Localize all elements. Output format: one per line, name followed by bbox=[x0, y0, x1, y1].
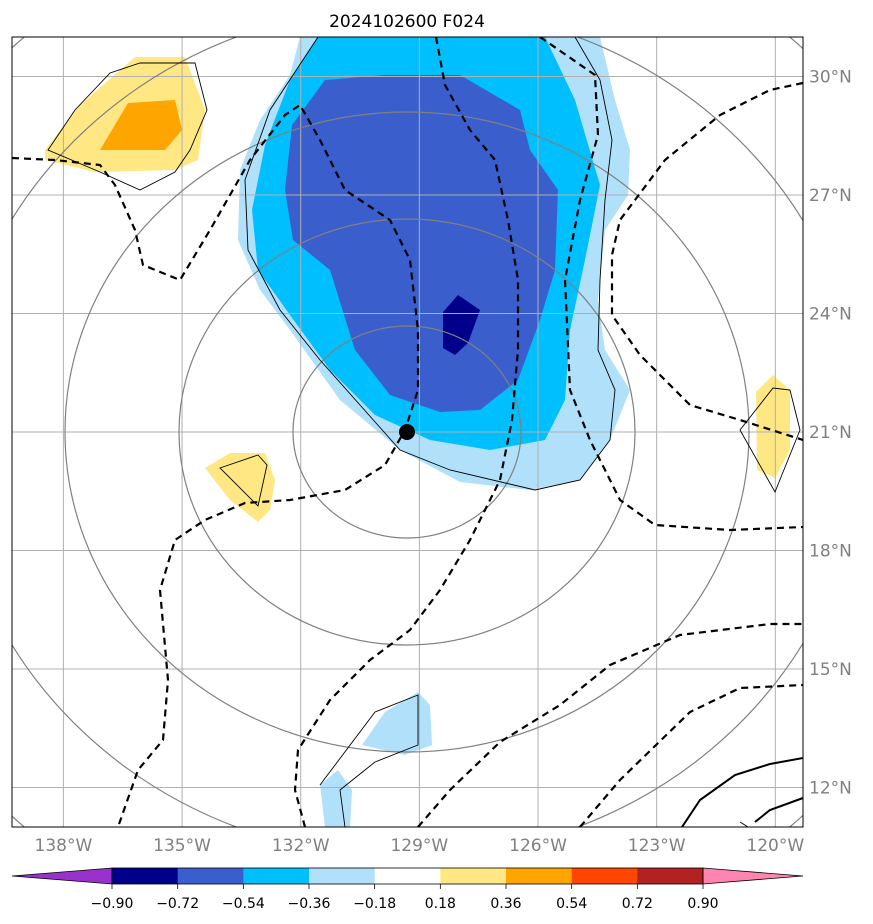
contour-thin-nw bbox=[47, 62, 208, 191]
lon-tick-label: 132°W bbox=[272, 836, 330, 856]
map-frame bbox=[11, 36, 804, 828]
lat-tick-label: 21°N bbox=[809, 423, 852, 443]
contour-dashed-east bbox=[610, 81, 803, 442]
colorbar-tick-label: −0.36 bbox=[288, 896, 331, 912]
colorbar-tick-label: 0.72 bbox=[622, 896, 653, 912]
colorbar-swatch bbox=[112, 868, 179, 884]
latitude-labels: 30°N 27°N 24°N 21°N 18°N 15°N 12°N bbox=[809, 68, 852, 799]
contour-solid-se bbox=[681, 757, 803, 827]
colorbar-outline bbox=[111, 867, 704, 885]
colorbar-tick-label: 0.18 bbox=[425, 896, 456, 912]
colorbar-extend-high bbox=[702, 867, 804, 885]
colorbar-tick-label: 0.90 bbox=[687, 896, 718, 912]
contour-thin-e bbox=[739, 387, 801, 494]
contour-thin-se bbox=[739, 821, 749, 827]
lon-tick-label: 129°W bbox=[390, 836, 448, 856]
colorbar-tick-label: −0.54 bbox=[222, 896, 265, 912]
lon-tick-label: 135°W bbox=[153, 836, 211, 856]
contour-solid-se2 bbox=[754, 797, 803, 823]
colorbar-tick-label: −0.90 bbox=[91, 896, 134, 912]
lon-tick-label: 123°W bbox=[628, 836, 686, 856]
contour-dashed-se bbox=[579, 683, 803, 827]
graticule bbox=[12, 37, 803, 827]
colorbar-swatch bbox=[571, 868, 638, 884]
plot-title: 2024102600 F024 bbox=[329, 12, 485, 32]
contour-dashed-south bbox=[417, 622, 803, 827]
contour-dashed-center bbox=[293, 37, 520, 827]
lat-tick-label: 30°N bbox=[809, 68, 852, 88]
longitude-labels: 138°W 135°W 132°W 129°W 126°W 123°W 120°W bbox=[35, 836, 805, 856]
field-lightblue-south2 bbox=[320, 770, 352, 827]
contour-thin-main bbox=[244, 37, 616, 491]
field-lightblue-south bbox=[362, 692, 432, 755]
colorbar-tick-label: −0.18 bbox=[353, 896, 396, 912]
colorbar-swatch bbox=[309, 868, 376, 884]
contour-dashed-nw bbox=[12, 103, 420, 827]
range-ring bbox=[292, 325, 522, 539]
solid-contours bbox=[681, 757, 803, 827]
lat-tick-label: 24°N bbox=[809, 305, 852, 325]
colorbar-swatch bbox=[374, 868, 441, 884]
contour-dashed-ne bbox=[539, 37, 803, 532]
colorbar-extend-low bbox=[11, 867, 113, 885]
contour-thin-s bbox=[319, 694, 419, 827]
colorbar-swatch bbox=[506, 868, 573, 884]
thin-contours bbox=[47, 37, 801, 827]
range-ring bbox=[64, 111, 750, 753]
lat-tick-label: 18°N bbox=[809, 542, 852, 562]
field-royalblue bbox=[285, 75, 558, 412]
field-yellow-e bbox=[756, 375, 790, 478]
dashed-contours bbox=[12, 37, 803, 827]
lon-tick-label: 126°W bbox=[509, 836, 567, 856]
range-ring bbox=[178, 218, 636, 646]
colorbar-swatch bbox=[177, 868, 244, 884]
storm-center-marker bbox=[399, 424, 415, 440]
colorbar-tick-label: −0.72 bbox=[156, 896, 199, 912]
colorbar-swatch bbox=[440, 868, 507, 884]
lat-tick-label: 15°N bbox=[809, 660, 852, 680]
contour-thin-w bbox=[219, 454, 268, 507]
colorbar: −0.90 −0.72 −0.54 −0.36 −0.18 0.18 0.36 0.54 0.7… bbox=[11, 867, 804, 912]
field-orange-nw bbox=[100, 100, 182, 150]
colorbar-swatch bbox=[637, 868, 704, 884]
colorbar-swatch bbox=[243, 868, 310, 884]
lon-tick-label: 120°W bbox=[746, 836, 804, 856]
field-navy bbox=[443, 295, 480, 355]
lat-tick-label: 12°N bbox=[809, 779, 852, 799]
lat-tick-label: 27°N bbox=[809, 186, 852, 206]
colorbar-tick-label: 0.36 bbox=[490, 896, 521, 912]
colorbar-tick-label: 0.54 bbox=[556, 896, 587, 912]
lon-tick-label: 138°W bbox=[35, 836, 93, 856]
